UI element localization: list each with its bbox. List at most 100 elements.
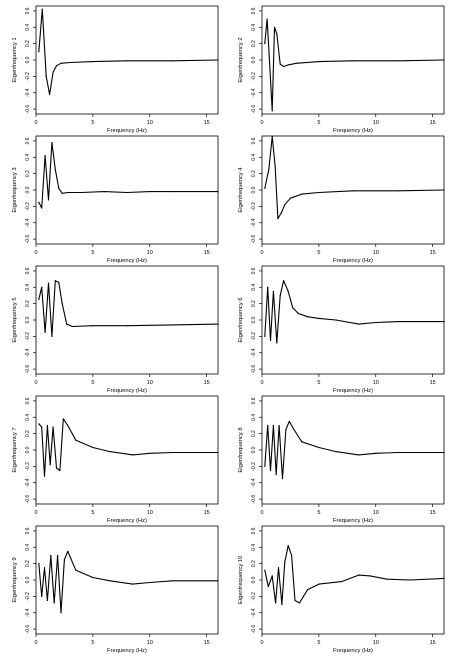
x-axis-label: Frequency (Hz) [333,388,373,394]
y-tick-label: -0.4 [25,348,31,357]
y-tick-label: 0.2 [25,40,31,47]
y-tick-label: -0.4 [25,88,31,97]
eigenfrequency-series-line [38,8,219,95]
data-point [51,141,53,144]
data-point [60,62,62,64]
data-point [75,439,77,441]
y-tick-label: -0.2 [25,592,31,601]
x-tick-label: 5 [317,250,320,256]
data-point [44,155,46,157]
data-point [55,65,58,67]
eigenfrequency-series-line [264,280,444,344]
data-point [318,583,320,585]
data-point [49,93,51,95]
y-axis-label: Eigenfrequency 9 [12,557,18,602]
data-point [409,579,411,581]
data-point [284,204,286,206]
y-tick-label: -0.2 [25,332,31,341]
y-tick-label: -0.6 [251,495,257,504]
y-tick-label: 0.6 [251,7,257,14]
data-point [279,63,281,65]
data-point [92,61,94,63]
x-tick-label: 15 [430,510,436,516]
eigenfrequency-series-line [38,141,218,209]
data-point [58,281,60,283]
data-point [267,286,269,288]
data-point [283,280,285,282]
data-point [171,60,174,62]
y-tick-label: 0.6 [25,397,31,404]
y-axis-label: Eigenfrequency 2 [238,37,244,82]
y-tick-label: -0.2 [25,72,31,81]
data-point [269,69,271,71]
eigenfrequency-panel-2: 0 5 10 15 -0.6 -0.4 -0.2 0.0 0.2 0.4 0.6 Frequency … [238,5,445,134]
data-point [281,478,284,480]
y-tick-label: 0.0 [25,316,31,323]
eigenfrequency-series-line [264,420,444,480]
data-point [75,569,77,571]
y-tick-label: 0.6 [251,267,257,274]
data-point [126,191,128,194]
y-tick-label: 0.2 [25,300,31,307]
y-tick-label: -0.6 [251,105,257,114]
x-tick-label: 10 [373,510,379,516]
data-point [276,342,278,344]
data-point [267,585,269,588]
x-tick-label: 5 [317,640,320,646]
data-point [281,603,283,606]
x-tick-label: 5 [317,120,320,126]
y-axis-label: Eigenfrequency 3 [12,167,18,212]
data-point [335,451,337,453]
data-point [269,469,272,472]
y-tick-label: 0.0 [251,56,257,63]
x-axis-label: Frequency (Hz) [333,518,373,524]
data-point [41,207,43,209]
data-point [301,441,303,443]
data-point [278,424,280,427]
eigenfrequency-panel-4: 0 5 10 15 -0.6 -0.4 -0.2 0.0 0.2 0.4 0.6 Frequency … [238,135,445,264]
x-tick-label: 5 [317,380,320,386]
data-point [271,110,273,112]
data-point [443,189,445,191]
y-tick-label: 0.6 [25,527,31,534]
data-point [58,187,60,189]
data-point [292,307,294,309]
y-tick-label: 0.2 [251,300,257,307]
data-point [269,339,272,342]
y-tick-label: -0.6 [251,625,257,634]
plot-frame [35,265,219,375]
y-tick-label: -0.4 [251,348,257,357]
y-tick-label: 0.2 [251,560,257,567]
eigenfrequency-panel-3: 0 5 10 15 -0.6 -0.4 -0.2 0.0 0.2 0.4 0.6 Frequency … [12,135,219,264]
x-tick-label: 0 [260,120,263,126]
y-tick-label: 0.2 [25,430,31,437]
y-tick-label: 0.0 [25,56,31,63]
data-point [217,323,219,325]
data-point [47,282,50,284]
x-tick-label: 10 [147,380,153,386]
y-tick-label: -0.6 [251,235,257,244]
data-point [443,59,445,61]
data-point [54,280,56,282]
data-point [126,325,128,327]
x-tick-label: 10 [373,380,379,386]
x-tick-label: 10 [147,250,153,256]
y-tick-label: 0.4 [25,414,31,421]
data-point [318,317,320,319]
eigenfrequency-series-line [264,18,445,112]
y-tick-label: 0.4 [251,284,257,291]
data-point [443,451,445,454]
x-axis-label: Frequency (Hz) [107,128,147,134]
data-point [55,467,58,469]
data-point [43,475,46,477]
data-point [66,323,68,325]
y-tick-label: -0.6 [25,105,31,114]
y-tick-label: 0.6 [251,397,257,404]
data-point [50,554,52,557]
data-point [375,452,377,454]
data-point [306,589,309,591]
x-tick-label: 10 [147,510,153,516]
data-point [57,554,59,557]
eigenfrequency-panel-8: 0 5 10 15 -0.6 -0.4 -0.2 0.0 0.2 0.4 0.6 Frequency … [238,395,445,524]
y-tick-label: -0.6 [25,625,31,634]
